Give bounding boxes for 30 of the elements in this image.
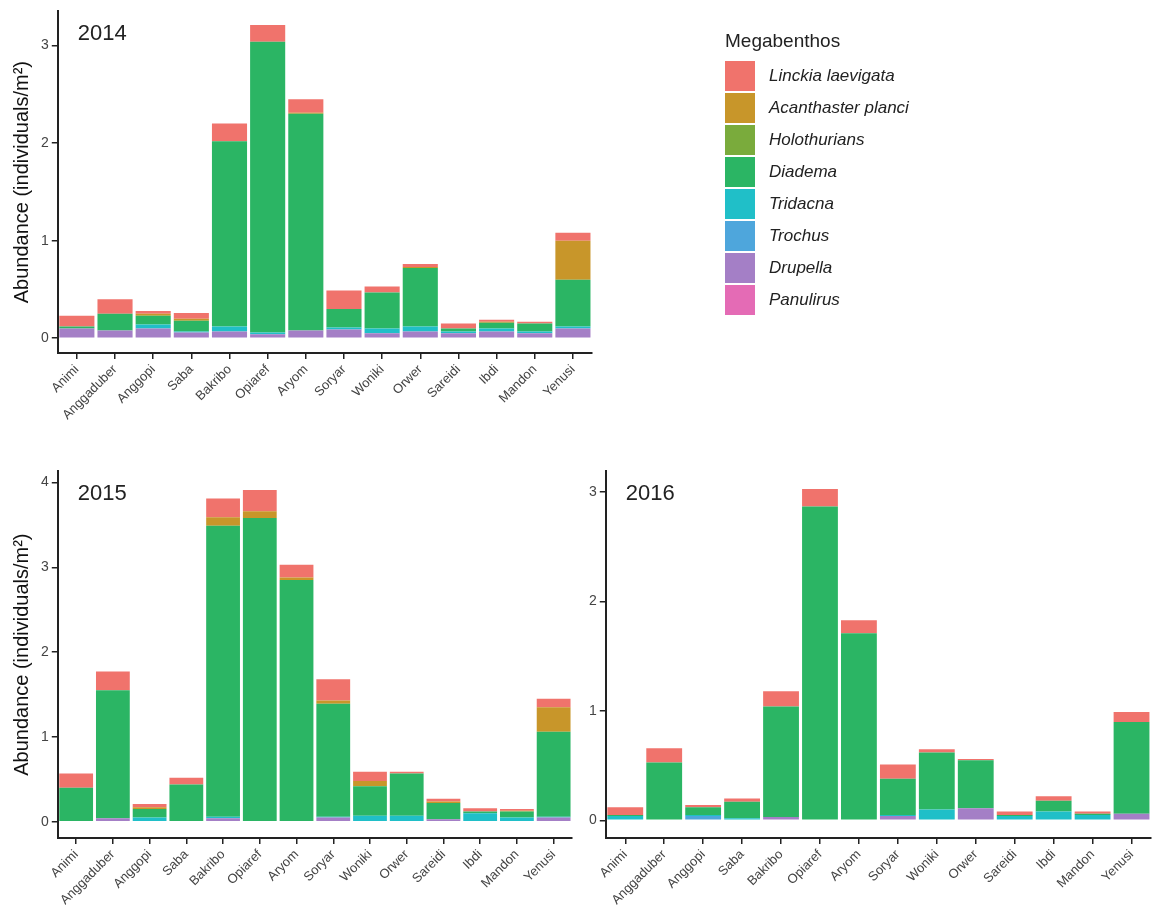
y-tick-label: 2 — [588, 592, 597, 609]
chart-title: 2015 — [77, 480, 127, 506]
x-tick-label: Ibdi — [475, 361, 502, 387]
y-axis-title: Abundance (individuals/m²) — [9, 533, 32, 776]
chart-title: 2014 — [77, 20, 127, 46]
legend-title: Megabenthos — [725, 30, 842, 52]
chart-title: 2016 — [625, 480, 675, 506]
legend-label: Linckia laevigata — [769, 66, 895, 86]
legend-label: Drupella — [769, 258, 833, 278]
legend-label: Tridacna — [769, 194, 834, 214]
y-tick-label: 1 — [588, 701, 597, 718]
y-tick-label: 1 — [40, 727, 49, 744]
y-tick-label: 3 — [40, 36, 49, 53]
y-tick-label: 0 — [40, 329, 49, 346]
x-tick-label: Ibdi — [459, 846, 485, 872]
y-axis-title: Abundance (individuals/m²) — [9, 60, 32, 304]
y-tick-label: 4 — [40, 473, 49, 490]
y-tick-label: 2 — [40, 642, 49, 659]
y-tick-label: 3 — [588, 483, 597, 500]
legend-label: Panulirus — [769, 290, 840, 310]
legend-label: Trochus — [769, 226, 830, 246]
y-tick-label: 0 — [588, 811, 597, 828]
legend-label: Holothurians — [769, 130, 865, 150]
x-tick-label: Ibdi — [1032, 846, 1059, 872]
legend-label: Acanthaster planci — [769, 98, 909, 118]
y-tick-label: 2 — [40, 133, 49, 150]
y-tick-label: 0 — [40, 812, 49, 829]
y-tick-label: 1 — [40, 231, 49, 248]
legend-label: Diadema — [769, 162, 838, 182]
y-tick-label: 3 — [40, 558, 49, 575]
